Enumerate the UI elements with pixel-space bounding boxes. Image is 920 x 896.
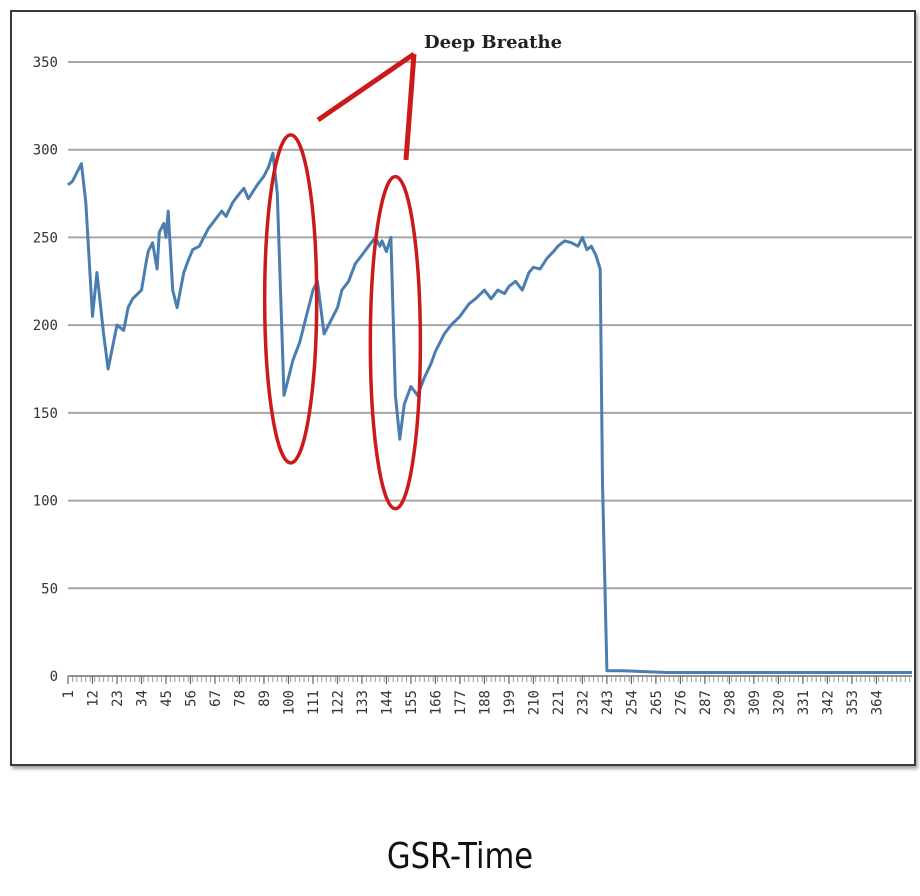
x-tick-label: 188 <box>477 690 493 715</box>
x-tick-label: 111 <box>306 690 322 715</box>
x-tick-label: 1 <box>61 690 77 698</box>
annotation-label: Deep Breathe <box>424 32 562 53</box>
x-tick-label: 199 <box>502 690 518 715</box>
x-tick-label: 89 <box>257 690 273 707</box>
deep-breathe-annotation: Deep Breathe <box>262 32 562 511</box>
x-axis: 1 12 23 34 45 56 67 78 89 100 111 122 133 144 155 166 17… <box>61 675 912 715</box>
x-tick-label: 122 <box>330 690 346 715</box>
x-tick-label: 243 <box>600 690 616 715</box>
x-tick-label: 287 <box>698 690 714 715</box>
x-tick-label: 353 <box>845 690 861 715</box>
y-tick-label: 300 <box>33 143 58 159</box>
series-layer <box>67 151 912 674</box>
x-tick-label: 309 <box>747 690 763 715</box>
series-line-0 <box>67 151 912 674</box>
x-tick-label: 221 <box>551 690 567 715</box>
x-tick-label: 12 <box>85 690 101 707</box>
y-tick-label: 200 <box>33 318 58 334</box>
pointer-line-1 <box>316 51 416 123</box>
x-tick-label: 67 <box>208 690 224 707</box>
x-tick-label: 320 <box>771 690 787 715</box>
y-tick-label: 0 <box>50 669 58 685</box>
x-tick-label: 298 <box>722 690 738 715</box>
x-tick-label: 342 <box>820 690 836 715</box>
x-tick-label: 155 <box>404 690 420 715</box>
x-tick-label: 23 <box>110 690 126 707</box>
x-tick-label: 331 <box>796 690 812 715</box>
y-tick-label: 250 <box>33 230 58 246</box>
y-tick-label: 50 <box>41 581 58 597</box>
x-tick-label: 364 <box>869 690 885 715</box>
y-axis-tick-labels: 0 50 100 150 200 250 300 350 <box>33 55 58 685</box>
x-tick-label: 166 <box>428 690 444 715</box>
x-tick-label: 133 <box>355 690 371 715</box>
x-tick-label: 34 <box>134 690 150 707</box>
x-tick-label: 254 <box>624 690 640 715</box>
x-tick-label: 276 <box>673 690 689 715</box>
x-tick-label: 210 <box>526 690 542 715</box>
pointer-line-2 <box>403 53 417 161</box>
y-tick-label: 150 <box>33 406 58 422</box>
x-tick-label: 232 <box>575 690 591 715</box>
x-tick-label: 100 <box>281 690 297 715</box>
chart-frame: 0 50 100 150 200 250 300 350 1 12 23 34 45 56 67 78 89 1… <box>10 10 916 766</box>
x-tick-label: 265 <box>649 690 665 715</box>
x-tick-label: 56 <box>183 690 199 707</box>
x-tick-label: 78 <box>232 690 248 707</box>
x-tick-label: 45 <box>159 690 175 707</box>
grid-lines <box>68 61 912 677</box>
y-tick-label: 350 <box>33 55 58 71</box>
highlight-ellipse-dip-2 <box>368 174 423 511</box>
y-tick-label: 100 <box>33 494 58 510</box>
x-tick-label: 177 <box>453 690 469 715</box>
x-tick-label: 144 <box>379 690 395 715</box>
chart-caption: GSR-Time <box>386 836 534 877</box>
highlight-ellipse-dip-1 <box>262 133 319 465</box>
